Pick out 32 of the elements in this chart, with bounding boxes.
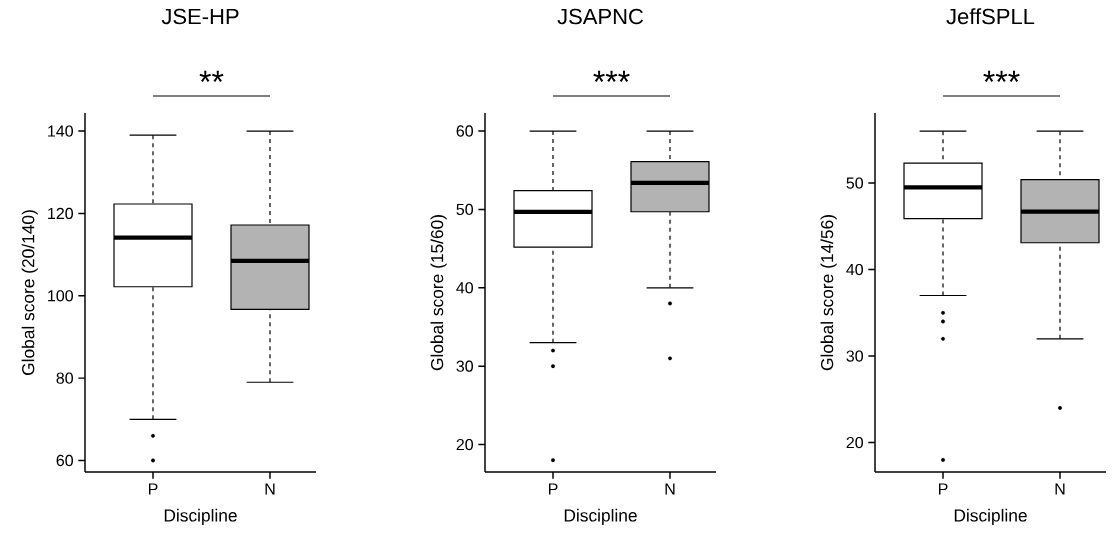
text: *** (983, 70, 1020, 82)
y-axis-title: Global score (15/60) (430, 215, 447, 371)
chart-title: JeffSPLL (946, 8, 1035, 25)
x-tick-label: N (265, 483, 275, 495)
y-tick-label: 50 (456, 203, 474, 216)
y-tick-label: 60 (56, 454, 73, 467)
text: ** (199, 70, 224, 82)
x-axis-title: Discipline (954, 508, 1027, 526)
x-axis-title: Discipline (564, 508, 637, 526)
y-tick-label: 20 (846, 436, 864, 449)
y-tick-label: 80 (56, 372, 73, 384)
y-tick-label: 30 (846, 350, 864, 362)
chart-title: JSE-HP (161, 8, 239, 25)
text: *** (593, 70, 630, 82)
x-tick-label: N (665, 483, 675, 495)
y-tick-label: 100 (48, 290, 73, 302)
x-tick-label: P (548, 483, 558, 495)
x-axis-title: Discipline (164, 508, 237, 526)
y-tick-label: 20 (456, 438, 474, 451)
y-tick-label: 50 (846, 177, 864, 189)
y-tick-label: 60 (456, 125, 474, 137)
y-axis-title: Global score (20/140) (21, 210, 38, 375)
y-tick-label: 120 (48, 207, 73, 220)
y-tick-label: 140 (48, 125, 73, 137)
x-tick-label: P (938, 483, 948, 495)
chart-title: JSAPNC (557, 8, 644, 25)
y-tick-label: 30 (456, 360, 474, 372)
y-axis-title: Global score (14/56) (820, 215, 837, 371)
x-tick-label: P (148, 483, 158, 495)
y-tick-label: 40 (846, 263, 864, 276)
y-tick-label: 40 (456, 282, 474, 294)
x-tick-label: N (1055, 483, 1065, 495)
